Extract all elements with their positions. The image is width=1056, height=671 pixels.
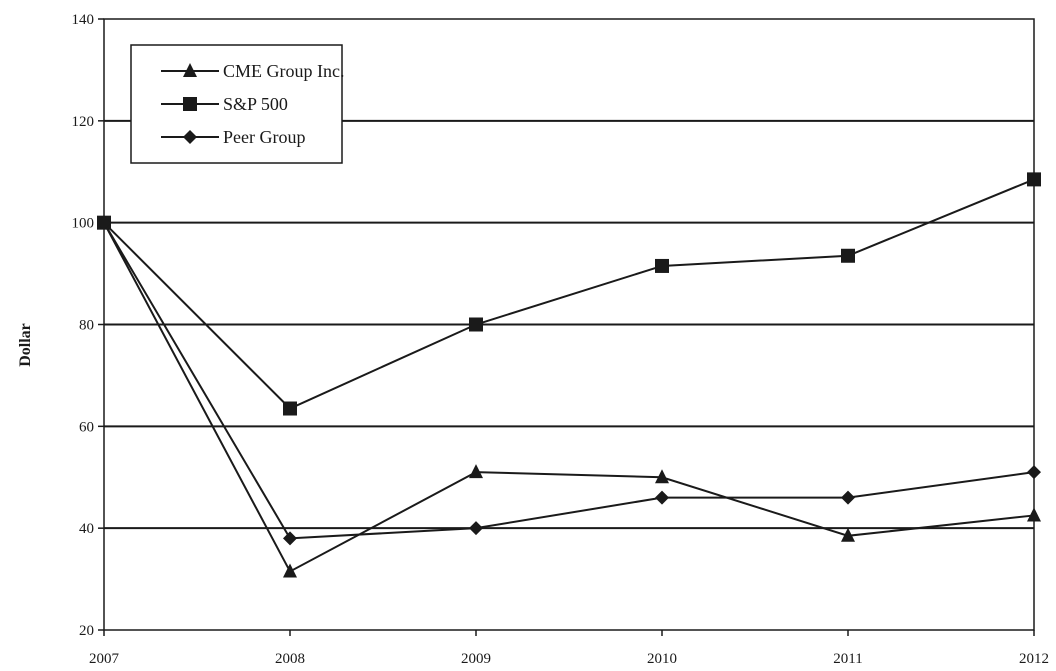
data-point-peer-group xyxy=(97,215,111,230)
legend-marker xyxy=(183,63,197,77)
series-lines xyxy=(97,172,1041,578)
data-point-cme-group-inc xyxy=(655,469,669,484)
series-line-s-p-500 xyxy=(103,178,1035,410)
x-tick-labels: 2007 2008 2009 2010 2011 2012 xyxy=(89,651,1049,667)
x-tick-label: 2009 xyxy=(461,651,491,667)
data-point-peer-group xyxy=(841,490,855,505)
y-tick-label: 100 xyxy=(72,216,95,232)
y-tick-label: 120 xyxy=(72,114,95,130)
data-point-s-p-500 xyxy=(1027,172,1041,187)
x-tick-label: 2010 xyxy=(647,651,677,667)
y-tick-label: 20 xyxy=(79,623,94,639)
data-point-s-p-500 xyxy=(655,258,669,273)
legend-marker xyxy=(183,130,197,144)
legend-label: Peer Group xyxy=(223,127,305,147)
x-tick-label: 2007 xyxy=(89,651,120,667)
x-tick-label: 2012 xyxy=(1019,651,1049,667)
series-line-peer-group xyxy=(103,222,1035,540)
series-cme-group-inc xyxy=(97,214,1041,578)
data-point-cme-group-inc xyxy=(469,464,483,479)
y-tick-label: 140 xyxy=(72,12,95,28)
legend-item: Peer Group xyxy=(161,127,305,147)
data-point-peer-group xyxy=(655,490,669,505)
gridlines xyxy=(104,119,1034,530)
series-s-p-500 xyxy=(97,172,1041,416)
legend: CME Group Inc. S&P 500 Peer Group xyxy=(130,44,344,164)
legend-item: S&P 500 xyxy=(161,94,288,114)
data-point-s-p-500 xyxy=(283,401,297,416)
legend-marker xyxy=(183,97,197,111)
y-tick-label: 60 xyxy=(79,419,94,435)
legend-label: CME Group Inc. xyxy=(223,61,344,81)
y-axis-title: Dollar xyxy=(17,323,34,367)
data-point-cme-group-inc xyxy=(1027,507,1041,522)
series-peer-group xyxy=(97,215,1041,546)
x-tick-label: 2011 xyxy=(833,651,862,667)
data-point-s-p-500 xyxy=(841,248,855,263)
y-tick-label: 40 xyxy=(79,521,94,537)
data-point-s-p-500 xyxy=(469,317,483,332)
data-point-cme-group-inc xyxy=(283,563,297,578)
data-point-peer-group xyxy=(469,521,483,536)
data-point-cme-group-inc xyxy=(841,527,855,542)
legend-label: S&P 500 xyxy=(223,94,288,114)
data-point-peer-group xyxy=(1027,465,1041,480)
legend-item: CME Group Inc. xyxy=(161,61,344,81)
data-point-peer-group xyxy=(283,531,297,546)
y-tick-label: 80 xyxy=(79,318,94,334)
y-tick-labels: 20 40 60 80 100 120 140 xyxy=(72,12,95,639)
x-tick-label: 2008 xyxy=(275,651,305,667)
series-line-cme-group-inc xyxy=(103,222,1035,573)
